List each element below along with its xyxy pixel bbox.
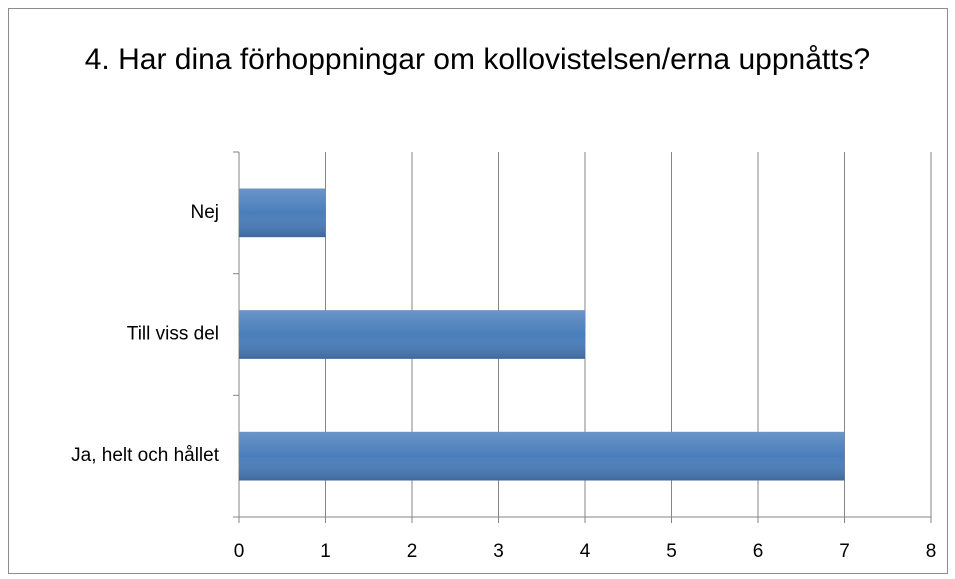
x-tick-label: 2 [407,541,418,562]
x-tick-label: 3 [493,541,504,562]
chart-border [8,8,948,574]
y-tick-label: Ja, helt och hållet [71,445,220,466]
x-tick-label: 8 [926,541,937,562]
chart-title: 4. Har dina förhoppningar om kollovistel… [84,43,871,76]
x-tick-label: 0 [234,541,245,562]
x-tick-label: 4 [580,541,591,562]
x-tick-label: 6 [753,541,764,562]
bar-shading [239,310,585,359]
bar-shading [239,431,845,481]
x-tick-label: 5 [666,541,677,562]
y-tick-label: Nej [190,202,219,223]
x-tick-label: 1 [320,541,331,562]
bar-shading [239,188,326,238]
y-tick-label: Till viss del [127,324,219,345]
x-tick-label: 7 [839,541,850,562]
